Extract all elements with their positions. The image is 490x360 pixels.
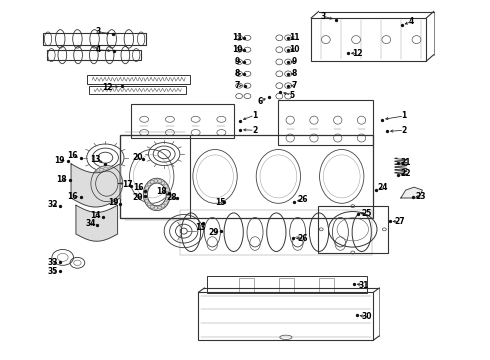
Text: 16: 16	[67, 151, 78, 160]
Polygon shape	[71, 164, 120, 207]
Text: 14: 14	[90, 211, 101, 220]
Text: 23: 23	[415, 192, 426, 201]
Text: 29: 29	[208, 228, 219, 237]
Text: 27: 27	[394, 217, 405, 226]
Text: 19: 19	[54, 156, 65, 165]
Text: 1: 1	[252, 111, 257, 120]
Text: 16: 16	[67, 192, 78, 201]
Text: 4: 4	[409, 17, 414, 26]
Text: 11: 11	[289, 33, 299, 42]
Text: 3: 3	[96, 27, 100, 36]
Text: 9: 9	[292, 57, 296, 66]
Text: 12: 12	[102, 83, 113, 91]
Text: 28: 28	[166, 194, 177, 202]
Polygon shape	[91, 166, 122, 202]
Text: 16: 16	[133, 184, 144, 192]
Text: 31: 31	[358, 281, 369, 289]
Text: 30: 30	[361, 312, 372, 321]
Text: 10: 10	[289, 45, 299, 54]
Text: 17: 17	[122, 180, 133, 189]
Text: 3: 3	[321, 12, 326, 21]
Polygon shape	[76, 205, 118, 241]
Text: 9: 9	[235, 57, 240, 66]
Polygon shape	[144, 178, 171, 211]
Text: 33: 33	[48, 258, 58, 267]
Polygon shape	[401, 187, 422, 198]
Text: 8: 8	[292, 69, 296, 78]
Text: 20: 20	[132, 153, 143, 162]
Text: 13: 13	[90, 154, 101, 163]
Text: 15: 15	[215, 198, 226, 207]
Text: 32: 32	[48, 200, 58, 209]
Text: 4: 4	[96, 45, 100, 54]
Text: 13: 13	[196, 223, 206, 232]
Text: 7: 7	[292, 81, 296, 90]
Text: 10: 10	[232, 45, 243, 54]
Text: 18: 18	[56, 175, 67, 184]
Text: 24: 24	[377, 184, 388, 192]
Text: 22: 22	[400, 169, 411, 178]
Text: 7: 7	[235, 81, 240, 90]
Text: 1: 1	[402, 111, 407, 120]
Text: 35: 35	[48, 267, 58, 276]
Text: 11: 11	[232, 33, 243, 42]
Text: 19: 19	[108, 198, 119, 207]
Text: 26: 26	[297, 234, 308, 243]
Text: 25: 25	[361, 209, 372, 217]
Text: 12: 12	[352, 49, 363, 58]
Text: 2: 2	[402, 126, 407, 135]
Text: 5: 5	[289, 91, 294, 100]
Text: 20: 20	[132, 193, 143, 202]
Text: 18: 18	[156, 187, 167, 196]
Text: 21: 21	[400, 158, 411, 167]
Text: 6: 6	[257, 97, 262, 106]
Text: 26: 26	[297, 195, 308, 204]
Text: 34: 34	[85, 219, 96, 228]
Text: 2: 2	[252, 126, 257, 135]
Text: 8: 8	[235, 69, 240, 78]
